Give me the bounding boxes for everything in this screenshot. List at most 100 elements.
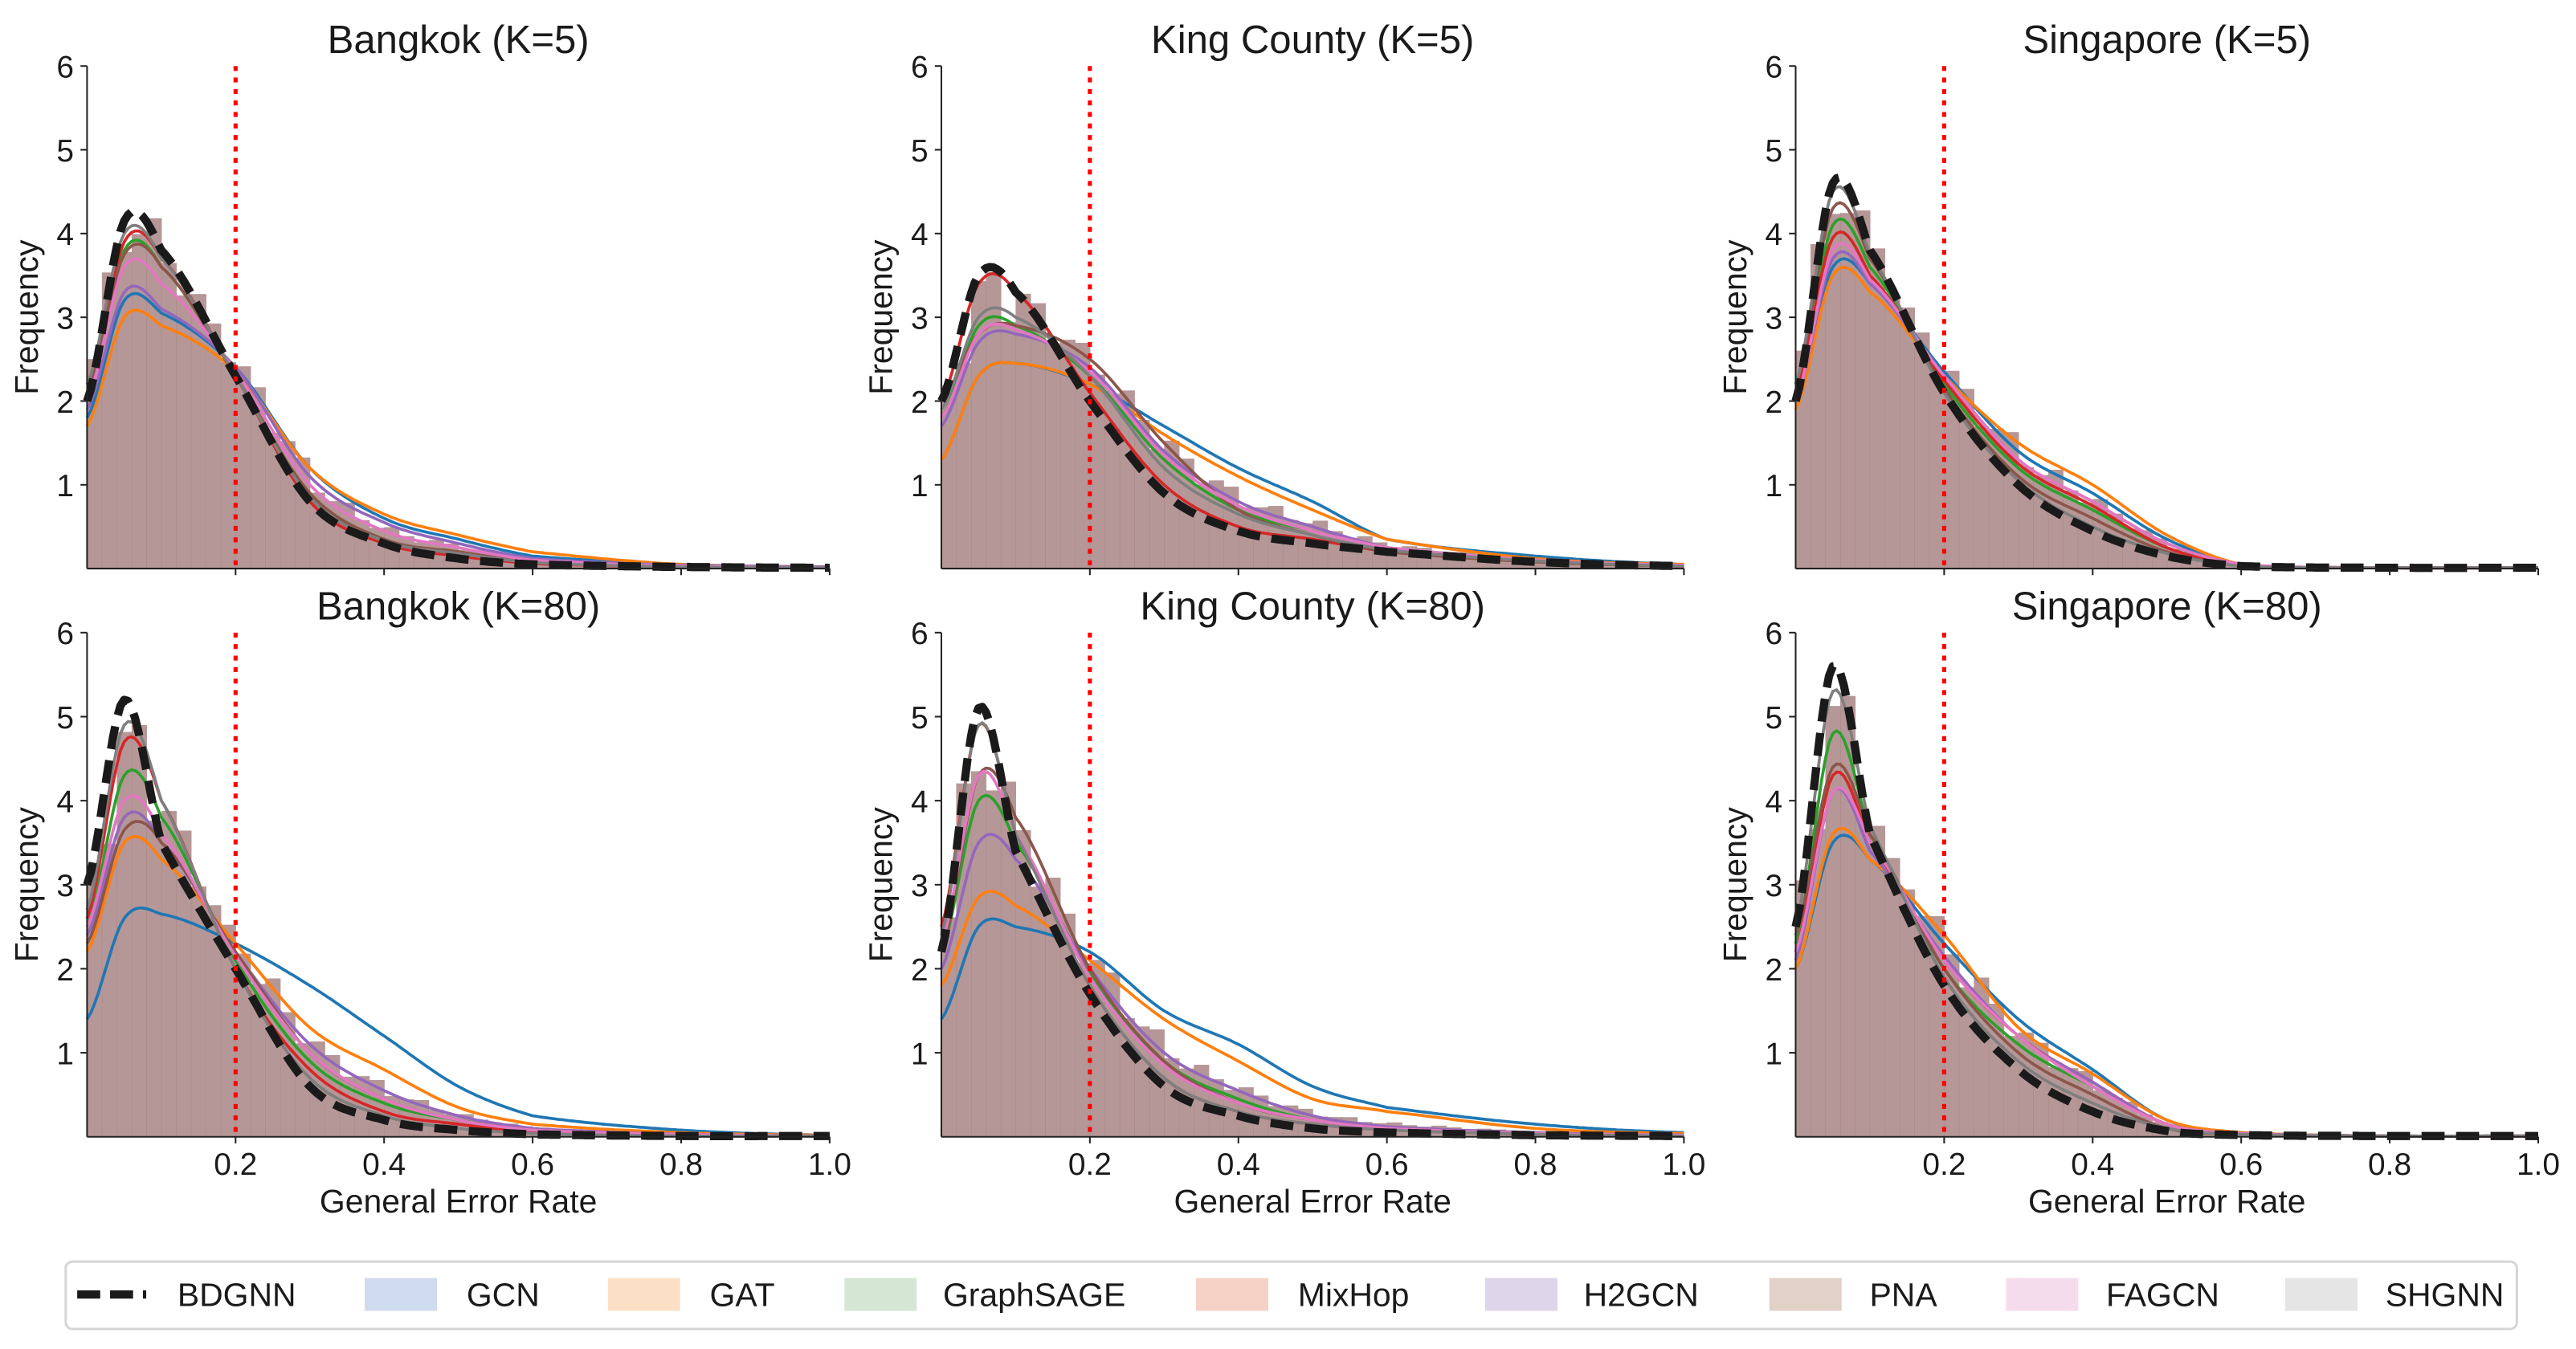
histogram-bar [1089,374,1105,569]
y-tick-label: 4 [56,218,74,252]
histogram-bar [206,905,222,1137]
y-tick-label: 2 [911,385,929,420]
panel-singapore-k-80-: 1 2 3 4 5 6 0.2 0.4 0.6 0.8 1.0 Singapore (K=80) Fre… [1717,585,2560,1219]
legend-label: MixHop [1298,1276,1410,1313]
histogram-bar [161,810,177,1137]
histogram-bar [190,886,206,1137]
panel-title: Bangkok (K=80) [316,585,600,628]
panel-king-county-k-80-: 1 2 3 4 5 6 0.2 0.4 0.6 0.8 1.0 King County (K=80) F… [863,585,1706,1219]
y-axis-label: Frequency [8,807,45,963]
y-tick-label: 2 [1766,385,1783,420]
x-tick-label: 0.6 [511,1147,554,1182]
histogram-bar [1164,1058,1180,1137]
histogram-bar [146,218,162,569]
histogram-bar [1988,1004,2004,1137]
x-tick-label: 0.6 [2219,1147,2263,1182]
legend-item-gcn: GCN [365,1276,540,1313]
histogram-bar [235,953,251,1137]
x-tick-label: 0.2 [1922,1147,1966,1182]
histogram-bar [1869,248,1886,569]
histogram-bar [1914,332,1930,569]
y-axis-label: Frequency [1717,239,1753,395]
x-tick-label: 0.8 [2368,1147,2411,1182]
panel-title: Singapore (K=5) [2023,18,2311,62]
y-tick-label: 2 [56,953,74,988]
y-tick-label: 1 [911,1037,929,1071]
panel-bangkok-k-5-: 1 2 3 4 5 6 Bangkok (K=5) Frequency [8,18,831,576]
histogram-bar [970,281,987,569]
histogram-bar [986,790,1002,1137]
x-tick-label: 0.8 [1514,1147,1557,1182]
kde-line-bdgnn [1791,662,2539,1140]
y-tick-label: 4 [911,218,929,252]
histogram-bar [1000,322,1017,569]
histogram-bar [1000,781,1017,1137]
kde-line-bdgnn [937,703,1684,1140]
panel-title: Bangkok (K=5) [328,18,590,62]
x-tick-label: 0.4 [1217,1147,1260,1182]
legend-item-bdgnn: BDGNN [77,1276,296,1313]
legend-color-swatch [607,1278,680,1311]
y-tick-label: 1 [1766,469,1783,503]
legend-color-swatch [2006,1278,2079,1311]
x-tick-label: 0.4 [2071,1147,2114,1182]
histogram-bar [116,732,133,1137]
x-tick-label: 0.4 [362,1147,406,1182]
histogram-bar [250,387,266,569]
histogram-bar [986,272,1002,569]
y-tick-label: 6 [56,617,74,651]
y-tick-label: 4 [911,785,929,819]
histogram-bar [265,978,281,1137]
legend-item-fagcn: FAGCN [2006,1276,2219,1313]
x-tick-label: 0.2 [214,1147,257,1182]
histogram-bar [220,924,236,1137]
histogram-bar [1944,370,1960,569]
y-tick-label: 4 [56,785,74,819]
kde-line-bdgnn [83,207,831,573]
histogram-bar [2018,1032,2034,1137]
y-tick-label: 1 [911,469,929,503]
legend-label: FAGCN [2106,1276,2219,1313]
x-axis-label: General Error Rate [320,1183,597,1220]
legend-color-swatch [844,1278,917,1311]
x-tick-label: 1.0 [2517,1147,2560,1182]
histogram-bar [1045,343,1061,569]
x-axis-label: General Error Rate [2028,1183,2305,1220]
y-tick-label: 2 [56,385,74,420]
y-axis-label: Frequency [863,807,900,963]
y-tick-label: 3 [911,301,929,336]
histogram-bar [1825,214,1841,569]
histogram-bar [1884,295,1900,569]
y-tick-label: 5 [56,134,74,169]
legend-label: SHGNN [2386,1276,2505,1313]
legend-label: H2GCN [1584,1276,1699,1313]
y-tick-label: 4 [1766,218,1783,252]
y-tick-label: 3 [1766,301,1783,336]
panel-title: King County (K=5) [1151,18,1474,62]
x-tick-label: 0.2 [1068,1147,1112,1182]
histogram-bar [1119,390,1135,569]
histogram-bar [1535,560,1551,569]
histogram-bar [250,984,266,1137]
y-tick-label: 5 [56,701,74,736]
histogram-bar [116,252,133,569]
histogram-bar [1104,393,1121,569]
legend-label: PNA [1870,1276,1938,1313]
histogram-bar [2077,1070,2093,1137]
y-tick-label: 3 [911,869,929,903]
histogram-bar [220,361,236,569]
y-tick-label: 6 [56,51,74,85]
legend: BDGNN GCN GAT GraphSAGE MixHop H2GCN PNA FAGCN S… [64,1260,2518,1331]
kde-line-gcn [85,906,830,1137]
x-axis-label: General Error Rate [1174,1183,1451,1220]
histogram-bar [1855,210,1871,569]
histogram-bar [1869,825,1886,1137]
histogram-bar [2077,502,2093,569]
histogram-bar [1899,889,1916,1137]
legend-item-mixhop: MixHop [1195,1276,1410,1313]
x-tick-label: 0.6 [1366,1147,1409,1182]
y-tick-label: 6 [911,617,929,651]
histogram-bar [1929,371,1945,569]
histogram-bar [1194,484,1210,569]
